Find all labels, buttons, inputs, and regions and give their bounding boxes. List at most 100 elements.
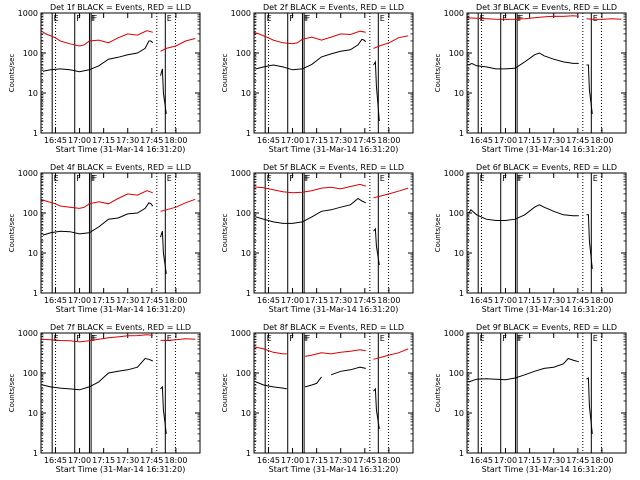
event-marker-label: E <box>267 14 272 23</box>
series-line-events <box>255 197 367 224</box>
event-marker-label: F <box>76 14 81 23</box>
x-axis-label: Start Time (31-Mar-14 16:31:20) <box>56 305 186 314</box>
event-marker-label: E <box>380 14 385 23</box>
series-line-events <box>330 366 366 376</box>
x-axis-label: Start Time (31-Mar-14 16:31:20) <box>269 305 399 314</box>
y-tick-label: 1 <box>459 289 464 298</box>
chart-title: Det 9f BLACK = Events, RED = LLD <box>476 323 617 332</box>
x-tick-label: 18:00 <box>377 296 400 305</box>
series-line-events <box>160 68 167 114</box>
y-tick-label: 10 <box>241 409 251 418</box>
event-marker-label: F <box>76 174 81 183</box>
x-tick-label: 18:00 <box>590 456 613 465</box>
event-marker-label: F <box>502 14 507 23</box>
series-line-events <box>255 381 287 390</box>
y-tick-label: 1 <box>246 449 251 458</box>
x-tick-label: 17:15 <box>518 296 541 305</box>
y-tick-label: 1000 <box>444 9 464 18</box>
series-line-events <box>160 385 167 434</box>
y-tick-label: 1000 <box>231 169 251 178</box>
y-tick-label: 1000 <box>231 9 251 18</box>
event-marker-label: F <box>91 334 96 343</box>
panel-4: Det 4f BLACK = Events, RED = LLD 1 10 100 10… <box>8 163 201 314</box>
series-line-events <box>468 204 579 221</box>
x-tick-label: 17:45 <box>353 296 376 305</box>
x-tick-label: 17:00 <box>494 456 517 465</box>
y-tick-label: 1 <box>33 129 38 138</box>
event-marker-label: F <box>517 334 522 343</box>
plot-frame <box>253 12 414 134</box>
x-tick-label: 16:45 <box>257 296 280 305</box>
series-line-lld <box>305 349 366 357</box>
event-marker-label: F <box>502 174 507 183</box>
panel-2: Det 2f BLACK = Events, RED = LLD 1 10 100 10… <box>221 3 414 154</box>
y-axis-label: Counts/sec <box>221 374 229 413</box>
x-tick-label: 17:30 <box>542 136 565 145</box>
series-line-lld <box>373 348 409 360</box>
event-marker-label: F <box>91 174 96 183</box>
y-tick-label: 1000 <box>18 9 38 18</box>
series-line-events <box>42 202 154 236</box>
event-marker-label: E <box>167 14 172 23</box>
y-axis-label: Counts/sec <box>434 214 442 253</box>
x-tick-label: 16:45 <box>470 296 493 305</box>
y-tick-label: 10 <box>454 409 464 418</box>
y-tick-label: 1000 <box>18 169 38 178</box>
x-tick-label: 17:15 <box>518 136 541 145</box>
event-marker-label: F <box>517 174 522 183</box>
x-tick-label: 18:00 <box>590 136 613 145</box>
series-line-lld <box>41 334 153 343</box>
event-marker-label: F <box>519 334 524 343</box>
y-tick-label: 10 <box>28 89 38 98</box>
y-tick-label: 10 <box>28 249 38 258</box>
y-tick-label: 1 <box>246 289 251 298</box>
y-tick-label: 1000 <box>444 329 464 338</box>
x-axis-label: Start Time (31-Mar-14 16:31:20) <box>269 465 399 474</box>
panel-3: Det 3f BLACK = Events, RED = LLD 1 10 100 10… <box>434 3 627 154</box>
y-tick-label: 1000 <box>231 329 251 338</box>
panel-1: Det 1f BLACK = Events, RED = LLD 1 10 100 10… <box>8 3 201 154</box>
x-tick-label: 17:00 <box>68 296 91 305</box>
series-line-events <box>373 60 380 122</box>
y-tick-label: 10 <box>241 89 251 98</box>
x-tick-label: 18:00 <box>377 136 400 145</box>
series-line-events <box>304 376 322 388</box>
event-marker-label: E <box>480 174 485 183</box>
x-tick-label: 17:00 <box>68 136 91 145</box>
x-tick-label: 17:45 <box>140 296 163 305</box>
y-tick-label: 10 <box>241 249 251 258</box>
series-line-lld <box>41 30 153 47</box>
plot-frame <box>40 332 201 454</box>
chart-title: Det 5f BLACK = Events, RED = LLD <box>263 163 404 172</box>
y-tick-label: 100 <box>23 49 38 58</box>
y-tick-label: 1 <box>33 449 38 458</box>
event-marker-label: E <box>480 334 485 343</box>
x-tick-label: 18:00 <box>164 296 187 305</box>
series-line-events <box>586 64 593 114</box>
series-line-lld <box>41 190 153 209</box>
x-tick-label: 17:00 <box>494 296 517 305</box>
y-tick-label: 100 <box>449 209 464 218</box>
event-marker-label: F <box>93 174 98 183</box>
x-tick-label: 16:45 <box>44 296 67 305</box>
x-tick-label: 17:15 <box>305 456 328 465</box>
y-axis-label: Counts/sec <box>221 214 229 253</box>
x-tick-label: 16:45 <box>470 456 493 465</box>
event-marker-label: E <box>380 334 385 343</box>
series-line-lld <box>373 35 409 49</box>
event-marker-label: F <box>289 334 294 343</box>
series-line-events <box>373 387 380 429</box>
x-axis-label: Start Time (31-Mar-14 16:31:20) <box>56 465 186 474</box>
x-tick-label: 18:00 <box>377 456 400 465</box>
x-tick-label: 17:45 <box>140 136 163 145</box>
series-line-events <box>468 52 579 70</box>
event-marker-label: F <box>91 14 96 23</box>
chart-title: Det 1f BLACK = Events, RED = LLD <box>50 3 191 12</box>
series-line-lld <box>254 346 287 355</box>
chart-title: Det 4f BLACK = Events, RED = LLD <box>50 163 191 172</box>
y-tick-label: 100 <box>236 49 251 58</box>
event-marker-label: F <box>306 174 311 183</box>
x-tick-label: 17:30 <box>116 136 139 145</box>
series-line-events <box>160 231 167 274</box>
